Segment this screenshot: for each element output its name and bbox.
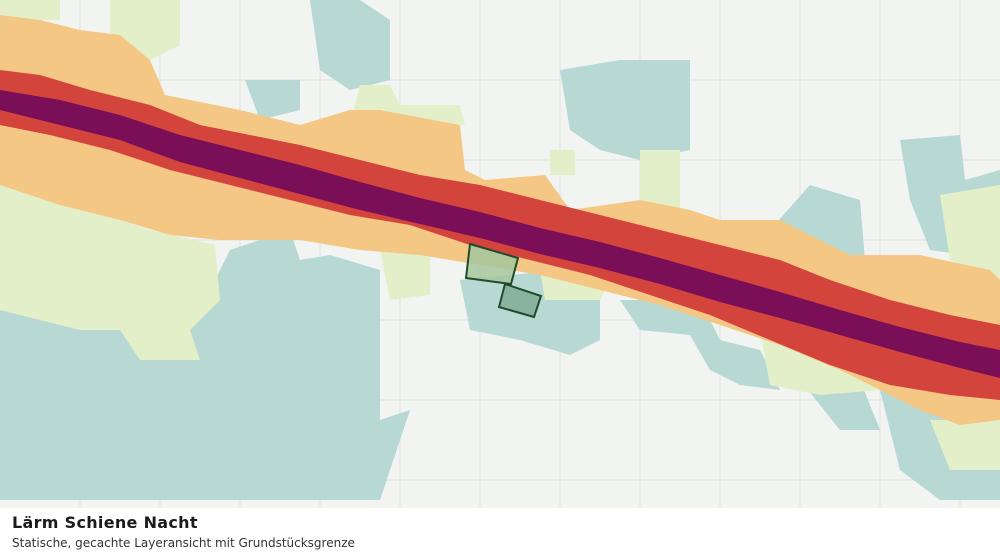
map-title: Lärm Schiene Nacht (12, 513, 198, 532)
parcel (464, 242, 543, 319)
noise-band-purple (0, 90, 1000, 378)
green-area (930, 420, 1000, 470)
parcel-boundary (497, 282, 543, 319)
teal-area (620, 300, 780, 390)
caption-panel: Lärm Schiene Nacht Statische, gecachte L… (0, 508, 1000, 560)
teal-area (310, 0, 390, 90)
teal-area (560, 60, 690, 160)
green-area (550, 150, 575, 175)
green-area (640, 150, 680, 210)
teal-area (245, 80, 300, 120)
green-areas (0, 0, 1000, 470)
map-subtitle: Statische, gecachte Layeransicht mit Gru… (12, 536, 355, 550)
green-area (380, 245, 430, 300)
teal-area (0, 230, 410, 500)
parcel-boundary (464, 242, 520, 286)
green-area (0, 0, 60, 20)
green-area (0, 180, 220, 360)
green-area (940, 185, 1000, 280)
